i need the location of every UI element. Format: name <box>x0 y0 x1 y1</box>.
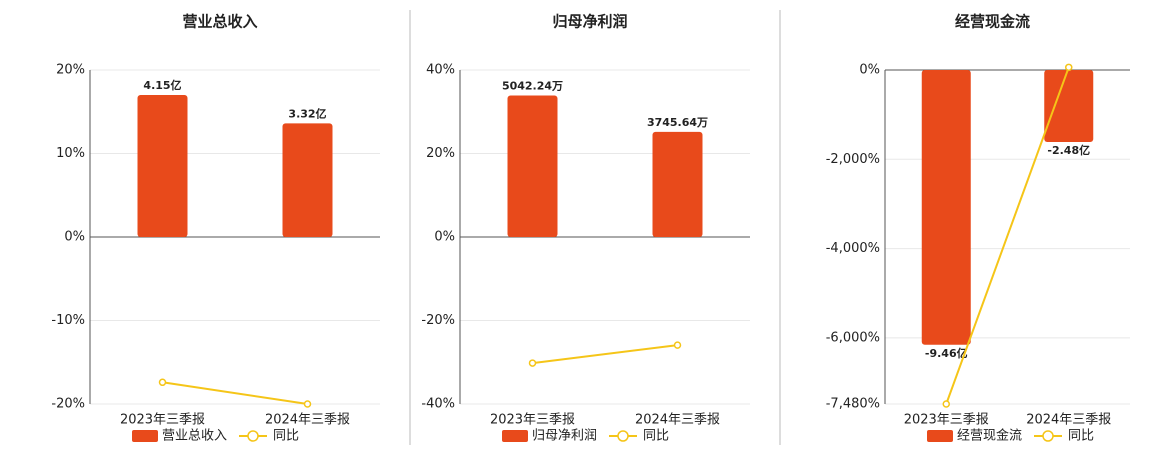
line-marker <box>942 400 950 408</box>
legend-label: 同比 <box>643 429 669 444</box>
bar <box>1044 70 1094 143</box>
y-tick-label: 20% <box>56 63 85 78</box>
legend-marker <box>617 430 629 442</box>
line-marker <box>673 341 682 349</box>
bar <box>282 123 333 237</box>
y-tick-label: 0% <box>64 230 85 245</box>
line-marker <box>158 378 167 387</box>
y-tick-label: 20% <box>426 146 455 161</box>
legend-label: 经营现金流 <box>957 428 1022 444</box>
legend-label: 营业总收入 <box>162 429 227 444</box>
legend-swatch <box>132 430 158 442</box>
y-tick-label: 0% <box>434 230 455 245</box>
data-label: 3.32亿 <box>288 106 326 120</box>
y-tick-label: -20% <box>51 397 85 412</box>
legend-label: 归母净利润 <box>532 429 597 444</box>
line <box>945 66 1070 405</box>
legend-label: 同比 <box>273 429 299 444</box>
y-tick-label: -4,000% <box>826 241 880 256</box>
line-marker <box>1065 63 1073 72</box>
y-tick-label: 0% <box>859 63 880 78</box>
data-label: -2.48亿 <box>1047 143 1090 157</box>
chart-title: 归母净利润 <box>552 13 627 31</box>
y-tick-label: -40% <box>421 397 455 412</box>
legend-marker <box>247 430 259 442</box>
y-tick-label: 40% <box>426 63 455 78</box>
y-tick-label: 10% <box>56 146 85 161</box>
legend-swatch <box>502 430 528 442</box>
line <box>162 381 308 405</box>
data-label: -9.46亿 <box>925 346 968 360</box>
line-marker <box>303 400 312 408</box>
bar <box>507 95 558 237</box>
x-tick-label: 2023年三季报 <box>490 413 575 428</box>
chart-title: 经营现金流 <box>955 13 1030 31</box>
bar <box>921 70 971 345</box>
line <box>532 344 678 365</box>
line-marker <box>528 359 537 367</box>
bar <box>137 94 188 237</box>
chart-title: 营业总收入 <box>182 13 257 31</box>
x-tick-label: 2024年三季报 <box>1026 413 1111 428</box>
data-label: 4.15亿 <box>143 78 181 92</box>
bar <box>652 131 703 237</box>
y-tick-label: -20% <box>421 313 455 328</box>
legend-label: 同比 <box>1068 429 1094 444</box>
x-tick-label: 2023年三季报 <box>120 413 205 428</box>
y-tick-label: -6,000% <box>826 330 880 345</box>
data-label: 5042.24万 <box>502 79 563 92</box>
data-label: 3745.64万 <box>647 116 708 129</box>
y-tick-label: -10% <box>51 313 85 328</box>
y-tick-label: -7,480% <box>826 397 880 412</box>
y-tick-label: -2,000% <box>826 152 880 167</box>
x-tick-label: 2023年三季报 <box>904 413 989 428</box>
legend-swatch <box>927 430 953 442</box>
legend-marker <box>1042 430 1054 442</box>
x-tick-label: 2024年三季报 <box>635 413 720 428</box>
x-tick-label: 2024年三季报 <box>265 413 350 428</box>
